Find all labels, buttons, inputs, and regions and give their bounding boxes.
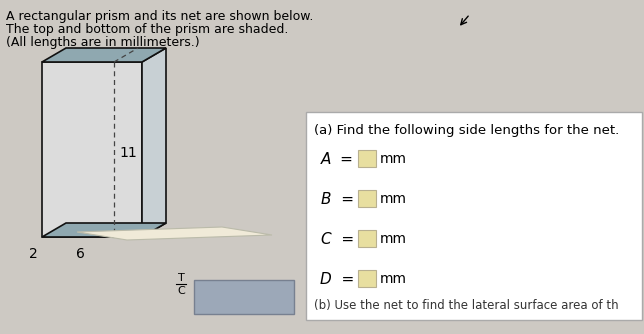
Polygon shape bbox=[42, 48, 166, 62]
Text: The top and bottom of the prism are shaded.: The top and bottom of the prism are shad… bbox=[6, 23, 289, 36]
Text: (All lengths are in millimeters.): (All lengths are in millimeters.) bbox=[6, 36, 200, 49]
Polygon shape bbox=[42, 223, 166, 237]
Text: T: T bbox=[178, 273, 184, 283]
FancyBboxPatch shape bbox=[358, 230, 376, 247]
Text: C: C bbox=[177, 286, 185, 296]
FancyBboxPatch shape bbox=[358, 190, 376, 207]
FancyBboxPatch shape bbox=[358, 270, 376, 287]
Text: mm: mm bbox=[380, 152, 407, 166]
FancyBboxPatch shape bbox=[358, 150, 376, 167]
Text: C  =: C = bbox=[321, 231, 354, 246]
Polygon shape bbox=[77, 227, 272, 240]
Text: 6: 6 bbox=[75, 247, 84, 261]
Text: (b) Use the net to find the lateral surface area of th: (b) Use the net to find the lateral surf… bbox=[314, 299, 619, 312]
Text: A rectangular prism and its net are shown below.: A rectangular prism and its net are show… bbox=[6, 10, 314, 23]
Text: A  =: A = bbox=[321, 152, 354, 167]
Text: 2: 2 bbox=[29, 247, 38, 261]
Text: mm: mm bbox=[380, 232, 407, 246]
Text: (a) Find the following side lengths for the net.: (a) Find the following side lengths for … bbox=[314, 124, 620, 137]
Polygon shape bbox=[42, 62, 142, 237]
FancyBboxPatch shape bbox=[194, 280, 294, 314]
Text: D  =: D = bbox=[320, 272, 354, 287]
Text: B  =: B = bbox=[321, 191, 354, 206]
Text: 11: 11 bbox=[119, 146, 137, 160]
Text: mm: mm bbox=[380, 272, 407, 286]
FancyBboxPatch shape bbox=[306, 112, 642, 320]
Polygon shape bbox=[142, 48, 166, 237]
Text: mm: mm bbox=[380, 192, 407, 206]
